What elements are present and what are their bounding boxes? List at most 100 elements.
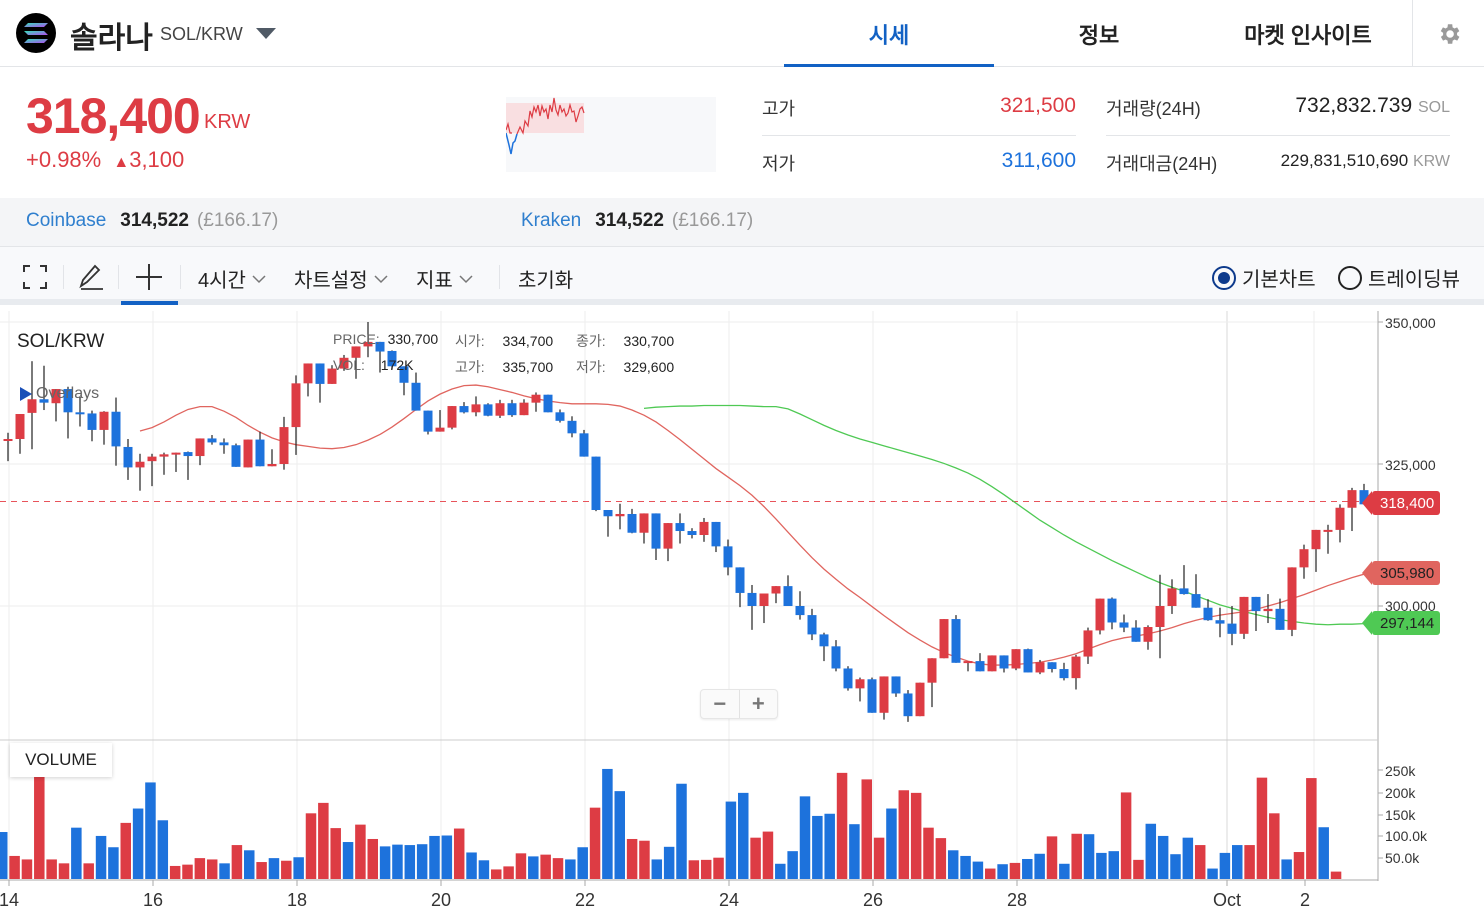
amount-24h-number: 229,831,510,690: [1280, 151, 1409, 170]
tooltip-close-value: 330,700: [623, 333, 675, 349]
tooltip-close-label: 종가:: [576, 333, 606, 349]
divider: [1106, 135, 1450, 136]
divider: [180, 265, 181, 289]
view-option-label: 트레이딩뷰: [1368, 269, 1460, 291]
time-axis-label: 18: [286, 890, 308, 910]
volume-axis-label: 250k: [1385, 763, 1416, 779]
crosshair-icon: [136, 264, 162, 290]
price-axis-label: 350,000: [1385, 315, 1436, 331]
price-axis-label: 325,000: [1385, 457, 1436, 473]
tooltip-low: 저가: 329,600: [576, 357, 674, 377]
tooltip-price-value: 330,700: [387, 331, 439, 347]
radio-selected-icon: [1212, 265, 1236, 290]
candlestick-chart-canvas[interactable]: [0, 311, 1484, 922]
crosshair-button[interactable]: [131, 259, 167, 295]
time-axis-label: 26: [862, 890, 884, 910]
tab-market-price[interactable]: 시세: [784, 0, 994, 68]
settings-button[interactable]: [1412, 0, 1484, 67]
interval-label: 4시간: [198, 270, 246, 292]
tooltip-open-value: 334,700: [502, 333, 554, 349]
price-chart[interactable]: SOL/KRW Overlays PRICE: 330,700 VOL: 172…: [0, 311, 1484, 922]
amount-24h-value: 229,831,510,690 KRW: [1230, 151, 1450, 171]
tooltip-low-label: 저가:: [576, 359, 606, 375]
gear-icon: [1440, 23, 1459, 44]
time-axis-label: Oct: [1212, 890, 1242, 910]
ma-long-tag-value: 297,144: [1380, 614, 1435, 632]
coin-pair: SOL/KRW: [160, 24, 243, 44]
tooltip-price-label: PRICE:: [333, 331, 380, 347]
indicators-dropdown[interactable]: 지표: [416, 264, 473, 293]
exchange-coinbase: Coinbase 314,522 (£166.17): [26, 210, 278, 232]
view-option-label: 기본차트: [1242, 269, 1316, 291]
tooltip-low-value: 329,600: [623, 359, 675, 375]
volume-24h-unit: SOL: [1417, 99, 1450, 116]
low-label: 저가: [762, 154, 796, 174]
zoom-in-button[interactable]: +: [751, 691, 765, 716]
tab-info[interactable]: 정보: [1078, 22, 1120, 48]
volume-24h-number: 732,832.739: [1295, 94, 1413, 117]
ma-long-price-tag: 297,144: [1361, 611, 1441, 635]
up-arrow-icon: ▲: [113, 154, 130, 171]
coin-name: 솔라나: [70, 22, 153, 55]
interval-dropdown[interactable]: 4시간: [198, 264, 266, 293]
overlays-toggle[interactable]: Overlays: [20, 385, 99, 403]
volume-axis-label: 50.0k: [1385, 850, 1420, 866]
tab-market-insight[interactable]: 마켓 인사이트: [1244, 22, 1372, 48]
view-option-basic-chart[interactable]: 기본차트: [1212, 263, 1316, 292]
time-axis-label: 28: [1006, 890, 1028, 910]
chart-toolbar: 4시간 차트설정 지표 초기화 기본차트 트레이딩뷰: [0, 247, 1484, 305]
pair-dropdown-caret-icon[interactable]: [256, 28, 276, 39]
divider: [499, 265, 500, 289]
reset-button[interactable]: 초기화: [518, 270, 574, 292]
volume-pane-label: VOLUME: [10, 743, 112, 777]
time-axis-label: 14: [0, 890, 20, 910]
view-option-tradingview[interactable]: 트레이딩뷰: [1338, 263, 1460, 292]
tooltip-close: 종가: 330,700: [576, 331, 674, 351]
tooltip-vol-label: VOL:: [333, 357, 365, 373]
high-value: 321,500: [1000, 94, 1076, 117]
divider: [63, 265, 64, 289]
exchange-price-gbp: (£166.17): [196, 210, 279, 231]
amount-24h-label: 거래대금(24H): [1106, 154, 1218, 174]
exchange-prices-bar: Coinbase 314,522 (£166.17) Kraken 314,522 (£…: [0, 198, 1484, 247]
tooltip-volume: VOL: 172K: [333, 357, 414, 373]
price-axis-label: 300,000: [1385, 598, 1436, 614]
exchange-name-link[interactable]: Kraken: [521, 210, 582, 231]
chart-settings-dropdown[interactable]: 차트설정: [294, 264, 388, 293]
zoom-controls: − +: [700, 689, 778, 719]
change-amount: 3,100: [129, 147, 185, 172]
top-bar: 솔라나 SOL/KRW 시세 정보 마켓 인사이트: [0, 0, 1484, 68]
divider: [118, 265, 119, 289]
tooltip-open: 시가: 334,700: [455, 331, 553, 351]
change-percent: +0.98%: [26, 147, 102, 172]
ma-short-tag-value: 305,980: [1380, 564, 1435, 582]
tooltip-open-label: 시가:: [455, 333, 485, 349]
time-axis-label: 16: [142, 890, 164, 910]
draw-button[interactable]: [73, 259, 109, 295]
exchange-name-link[interactable]: Coinbase: [26, 210, 107, 231]
divider: [762, 135, 1076, 136]
volume-axis-label: 150k: [1385, 807, 1416, 823]
sparkline-chart: [505, 97, 716, 172]
chevron-down-icon: [459, 274, 473, 283]
price-panel: 318,400 KRW +0.98% ▲3,100 고가 321,500 저가 …: [0, 67, 1484, 198]
pencil-icon: [79, 264, 103, 290]
zoom-out-button[interactable]: −: [701, 690, 740, 718]
tooltip-high-value: 335,700: [502, 359, 554, 375]
exchange-price: 314,522: [120, 210, 189, 231]
fullscreen-button[interactable]: [17, 259, 53, 295]
last-price-tag-value: 318,400: [1380, 494, 1435, 512]
tooltip-vol-value: 172K: [380, 357, 414, 373]
exchange-kraken: Kraken 314,522 (£166.17): [521, 210, 753, 232]
tooltip-price: PRICE: 330,700: [333, 331, 438, 347]
exchange-price-gbp: (£166.17): [671, 210, 754, 231]
current-price-unit: KRW: [204, 111, 251, 133]
low-value: 311,600: [1001, 149, 1076, 172]
tooltip-high-label: 고가:: [455, 359, 485, 375]
current-price: 318,400: [26, 88, 201, 144]
chevron-down-icon: [252, 274, 266, 283]
time-axis-label: 20: [430, 890, 452, 910]
high-label: 고가: [762, 99, 796, 119]
last-price-tag: 318,400: [1361, 491, 1441, 515]
amount-24h-unit: KRW: [1412, 153, 1450, 170]
